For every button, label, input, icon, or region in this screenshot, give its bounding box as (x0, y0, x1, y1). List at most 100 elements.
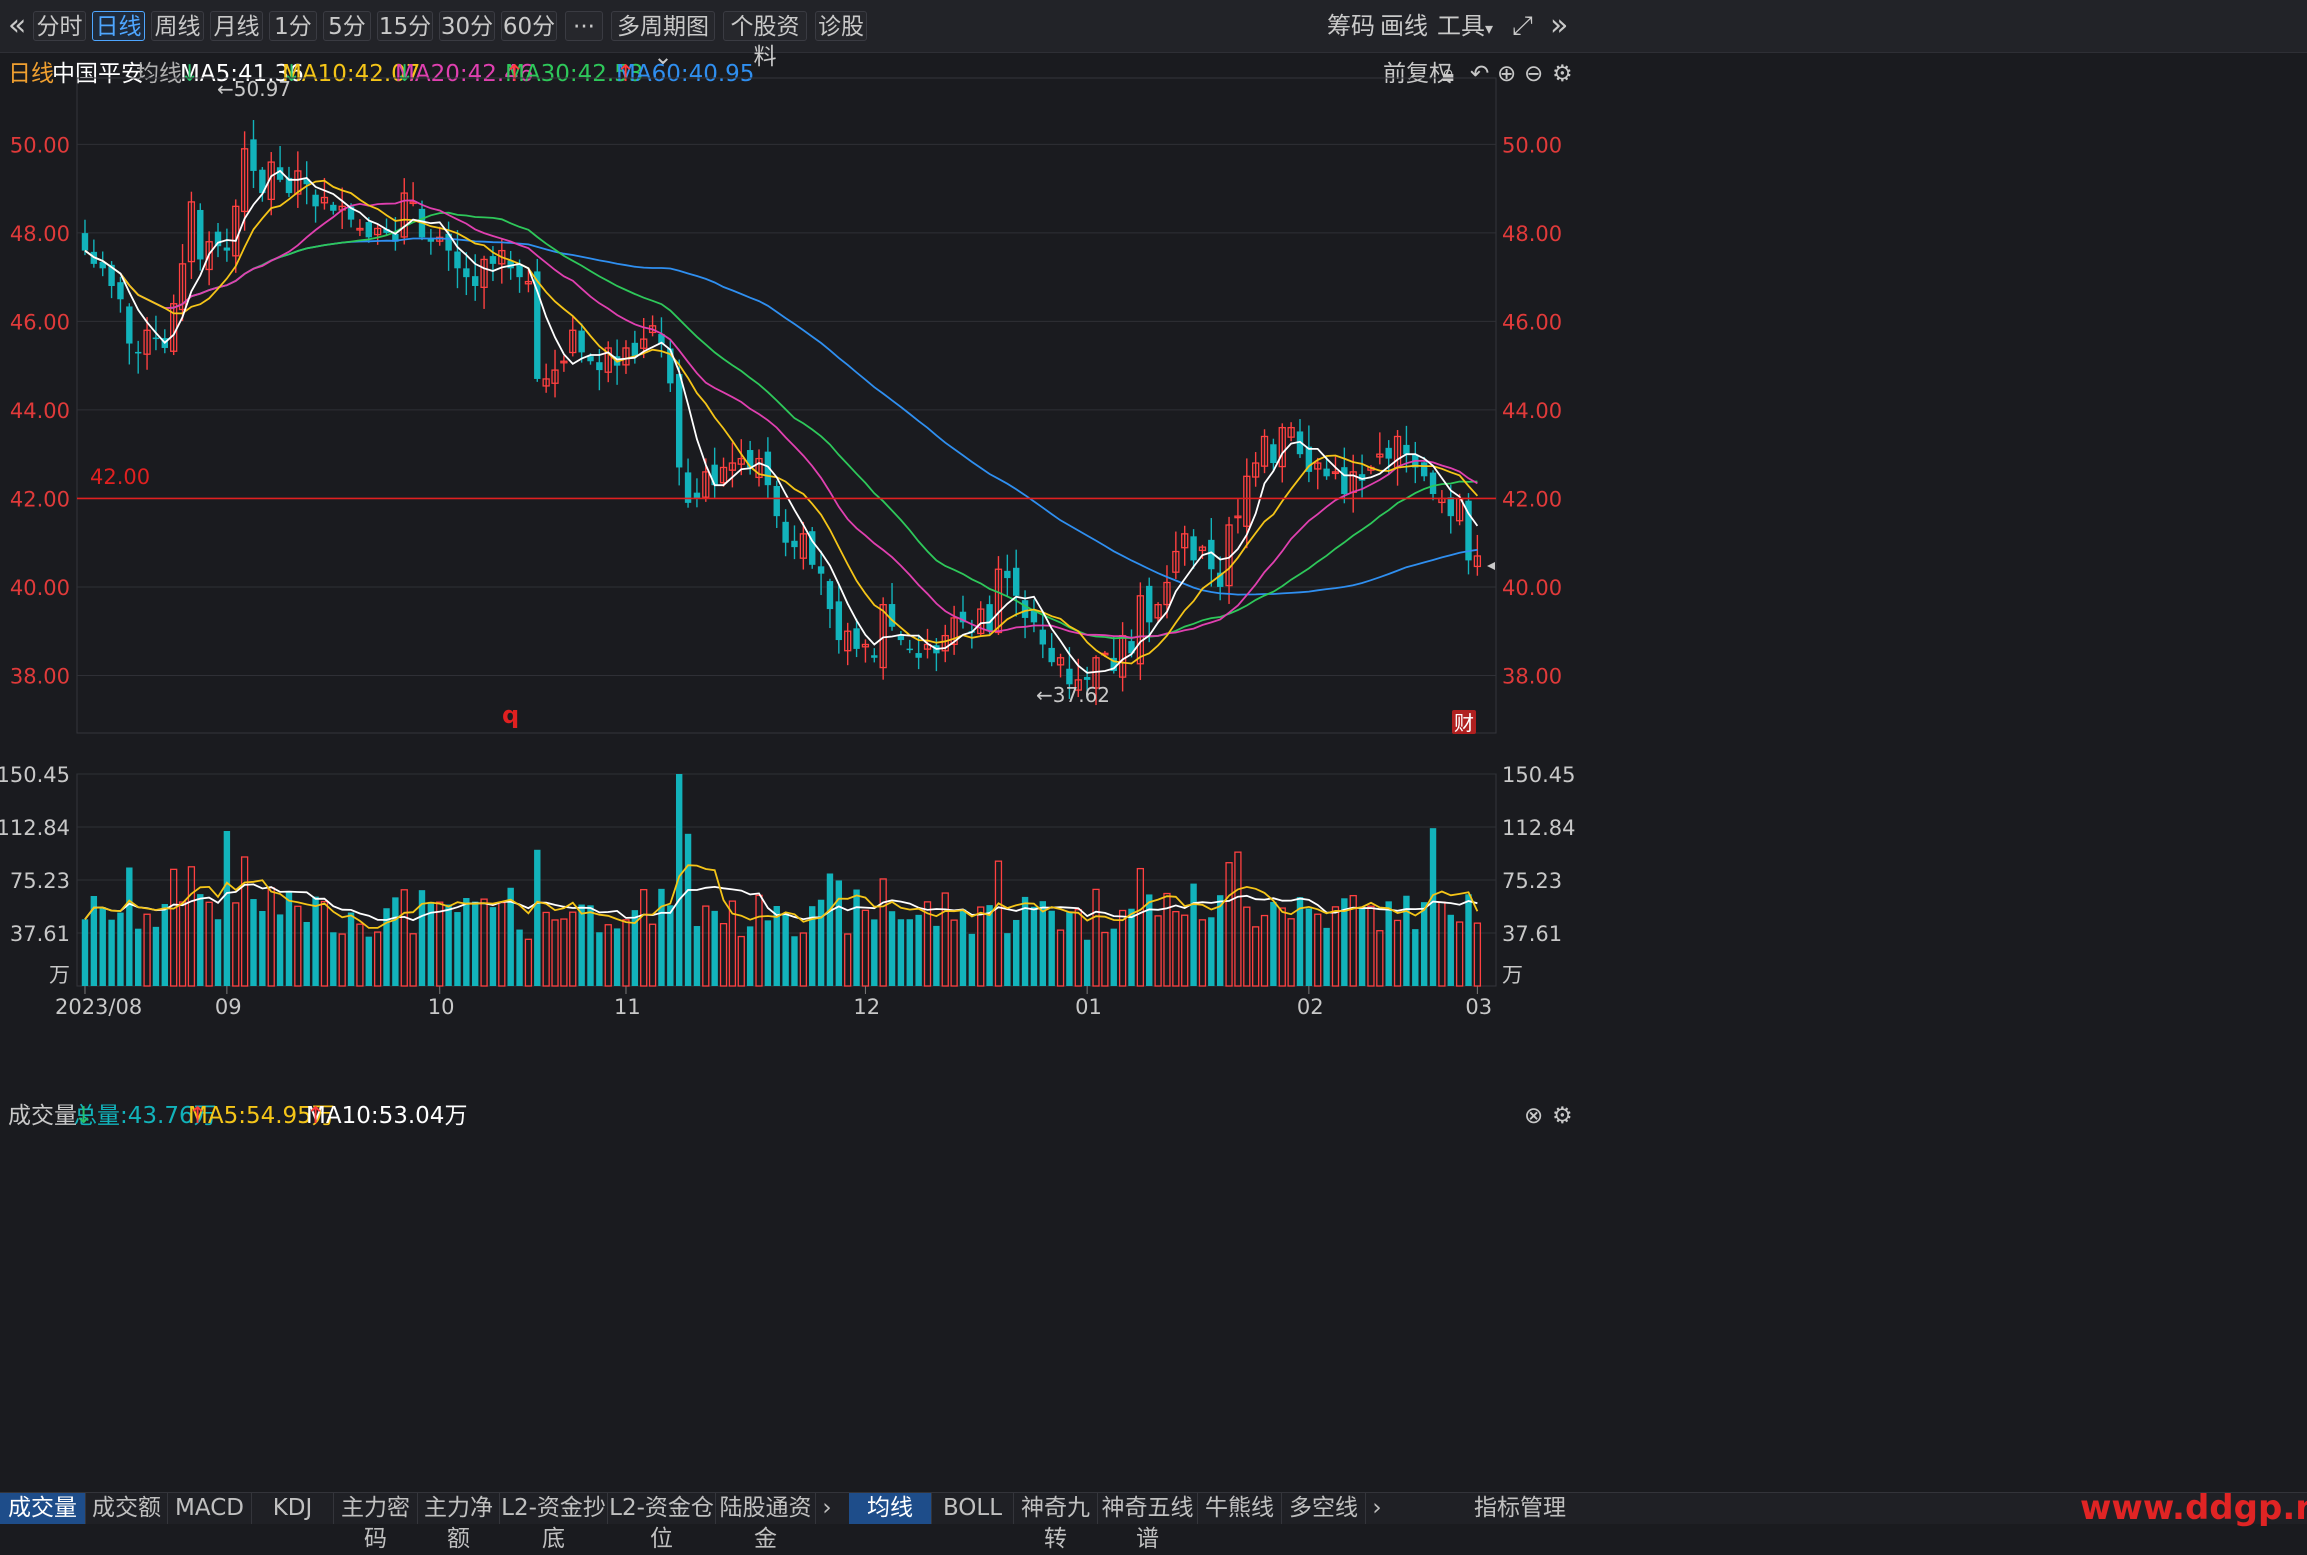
date-tick-label: 02 (1297, 995, 1324, 1019)
period-button-monthly[interactable]: 月线 (210, 11, 263, 41)
tab-l2-position[interactable]: L2-资金仓位 (608, 1493, 716, 1552)
candle-up (320, 196, 329, 204)
expand-icon[interactable]: ⤢ (1512, 11, 1533, 41)
adjust-mode[interactable]: 前复权 (1383, 61, 1452, 87)
candle-up (205, 241, 213, 271)
candle-down (1216, 572, 1224, 587)
candle-up (240, 148, 249, 213)
price-tick-label: 40.00 (10, 576, 70, 600)
zoom-in-icon[interactable]: ⊕ (1497, 61, 1517, 87)
volume-bar-down (1030, 906, 1038, 986)
candle-down (1030, 609, 1038, 623)
volume-bar-down (90, 896, 98, 986)
kline-chart[interactable]: 50.00 48.00 46.00 44.00 42.00 40.00 38.00 50.0… (0, 0, 2307, 1490)
candle-down (365, 222, 372, 238)
period-button-fenshi[interactable]: 分时 (33, 11, 86, 41)
candle-down (1013, 567, 1020, 596)
period-button-5min[interactable]: 5分 (323, 11, 371, 41)
volume-bar-up (1349, 894, 1357, 987)
candle-up (480, 258, 488, 288)
volume-bar-down (693, 926, 701, 986)
volume-bar-up (1136, 867, 1145, 987)
volume-bar-down (445, 904, 452, 986)
candle-up (737, 457, 745, 465)
up-arrow-icon: ↑ (188, 1103, 208, 1129)
price-tick-label: 46.00 (1502, 310, 1562, 334)
tab-turnover[interactable]: 成交额 (86, 1493, 168, 1524)
lock-icon[interactable]: 🔒︎ (1442, 61, 1455, 87)
volume-bar-down (1270, 901, 1277, 986)
candle-down (711, 464, 718, 486)
volume-bar-up (374, 931, 382, 987)
period-button-weekly[interactable]: 周线 (151, 11, 204, 41)
tab-magic-five[interactable]: 神奇五线谱 (1098, 1493, 1198, 1552)
tab-volume[interactable]: 成交量 (0, 1493, 86, 1524)
tab-main-net[interactable]: 主力净额 (418, 1493, 500, 1552)
zoom-out-icon[interactable]: ⊖ (1524, 61, 1544, 87)
low-price-mark: ←37.62 (1036, 683, 1110, 707)
tab-magic-nine[interactable]: 神奇九转 (1014, 1493, 1098, 1552)
collapse-right-icon[interactable]: » (1550, 8, 1569, 43)
volume-bar-up (1376, 930, 1384, 987)
chevron-right-icon[interactable]: › (822, 1495, 832, 1521)
diagnose-button[interactable]: 诊股 (815, 11, 867, 41)
tab-main-password[interactable]: 主力密码 (334, 1493, 418, 1552)
candle-down (1021, 600, 1029, 618)
multi-period-dropdown[interactable]: 多周期图 ⌄ (611, 11, 715, 70)
volume-bar-down (99, 907, 106, 986)
tab-ma[interactable]: 均线 (849, 1493, 932, 1524)
collapse-left-icon[interactable]: « (8, 8, 27, 43)
volume-bar-down (1004, 933, 1011, 986)
volume-bar-down (347, 912, 355, 986)
date-tick-label: 01 (1075, 995, 1102, 1019)
tab-bull-bear[interactable]: 牛熊线 (1198, 1493, 1282, 1524)
candle-down (445, 233, 452, 251)
tab-boll[interactable]: BOLL (932, 1493, 1014, 1524)
stock-profile-button[interactable]: 个股资料 (723, 11, 807, 70)
volume-bar-up (232, 902, 240, 987)
tab-long-short[interactable]: 多空线 (1282, 1493, 1366, 1524)
candle-up (604, 347, 612, 373)
current-price-pointer (1487, 562, 1495, 570)
tab-indicator-manage[interactable]: 指标管理 (1474, 1495, 1566, 1521)
tab-macd[interactable]: MACD (168, 1493, 252, 1524)
tools-dropdown[interactable]: 工具▾ (1437, 11, 1493, 41)
price-tick-label: 44.00 (10, 399, 70, 423)
tab-l2-bottom[interactable]: L2-资金抄底 (500, 1493, 608, 1552)
volume-bar-down (108, 919, 115, 986)
ma-label[interactable]: 均线 (136, 61, 182, 87)
volume-bar-down (631, 910, 639, 986)
volume-label: 成交量 (8, 1103, 77, 1129)
gear-icon[interactable]: ⚙ (1552, 1103, 1573, 1129)
volume-bar-down (259, 911, 266, 986)
volume-bar-up (1118, 909, 1127, 987)
candle-up (542, 378, 550, 387)
chevron-right-icon[interactable]: › (1372, 1495, 1382, 1521)
marker-q: q (502, 701, 519, 729)
more-periods-button[interactable]: ··· (565, 11, 603, 41)
chevron-down-icon: ⌄ (653, 44, 673, 70)
period-button-15min[interactable]: 15分 (377, 11, 433, 41)
price-tick-label: 48.00 (10, 222, 70, 246)
period-button-1min[interactable]: 1分 (269, 11, 317, 41)
undo-icon[interactable]: ↶ (1470, 61, 1490, 87)
candle-up (551, 369, 559, 384)
volume-ma5-line (84, 864, 1479, 929)
volume-bar-up (1198, 919, 1207, 987)
chip-button[interactable]: 筹码 (1327, 12, 1375, 40)
tab-kdj[interactable]: KDJ (252, 1493, 334, 1524)
volume-bar-down (117, 912, 124, 986)
price-tick-label: 42.00 (1502, 487, 1562, 511)
volume-bar-up (1154, 915, 1162, 987)
gear-icon[interactable]: ⚙ (1552, 61, 1573, 87)
finance-badge[interactable] (1452, 710, 1476, 734)
draw-line-button[interactable]: 画线 (1380, 12, 1428, 40)
volume-bar-down (161, 904, 169, 986)
period-button-daily[interactable]: 日线 (92, 11, 145, 41)
tab-north-capital[interactable]: 陆股通资金 (716, 1493, 816, 1552)
period-button-60min[interactable]: 60分 (501, 11, 557, 41)
volume-bar-up (737, 935, 745, 987)
close-icon[interactable]: ⊗ (1524, 1103, 1544, 1129)
period-button-30min[interactable]: 30分 (439, 11, 495, 41)
candle-up (1287, 426, 1295, 438)
